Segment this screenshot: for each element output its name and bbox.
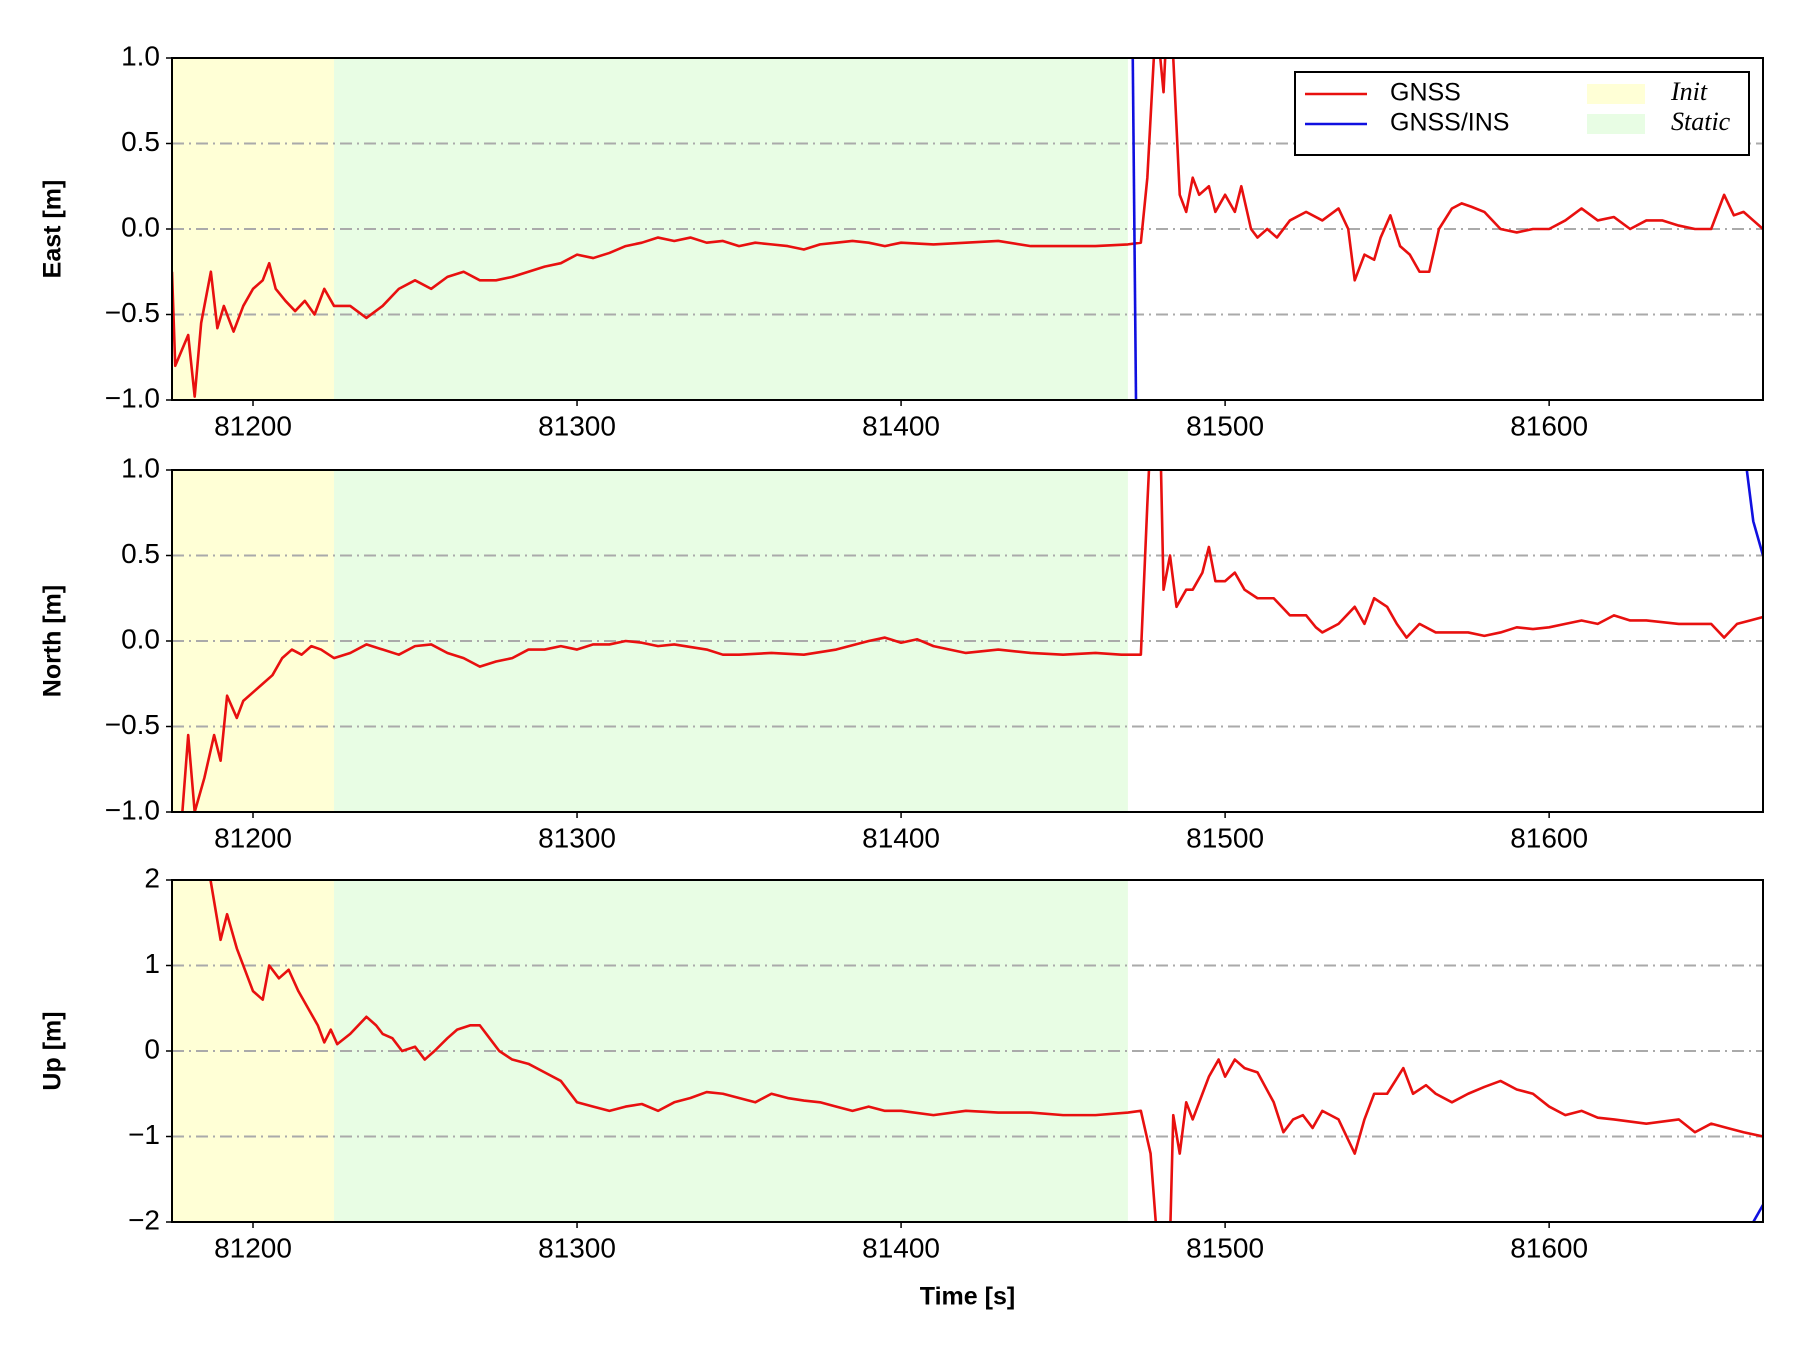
y-tick-label: 0 (144, 1033, 160, 1064)
y-tick-label: −0.5 (105, 297, 160, 328)
legend-patch (1587, 84, 1645, 104)
axes-frame (171, 57, 1764, 401)
y-tick-label: 0.0 (121, 211, 160, 242)
x-tick-label: 81600 (1510, 1232, 1588, 1263)
y-tick-label: 2 (144, 862, 160, 893)
y-tick-label: 1 (144, 948, 160, 979)
y-tick-label: −1 (128, 1119, 160, 1150)
legend-patch (1587, 114, 1645, 134)
plot-area (172, 880, 1763, 1222)
x-tick-label: 81600 (1510, 822, 1588, 853)
x-tick-label: 81300 (538, 822, 616, 853)
data-line (1131, 58, 1138, 400)
data-line (209, 880, 1763, 1222)
data-line (172, 470, 1763, 812)
x-tick-label: 81500 (1186, 410, 1264, 441)
x-tick-label: 81300 (538, 1232, 616, 1263)
y-tick-label: 0.5 (121, 126, 160, 157)
y-axis-label: North [m] (39, 585, 67, 697)
axes-frame (171, 469, 1764, 813)
legend-label: GNSS/INS (1390, 109, 1509, 137)
x-tick-label: 81600 (1510, 410, 1588, 441)
y-tick-label: 0.5 (121, 538, 160, 569)
y-tick-label: 1.0 (121, 40, 160, 71)
y-tick-label: −1.0 (105, 794, 160, 825)
data-line (1752, 1204, 1763, 1222)
y-tick-label: 0.0 (121, 623, 160, 654)
x-tick-label: 81400 (862, 1232, 940, 1263)
legend-box (1294, 71, 1750, 156)
plot-area (172, 470, 1763, 812)
panel: −1.0 −0.5 0.0 0.5 1.0 81200 81300 81400 81500 816… (39, 452, 1764, 853)
x-axis-label: Time [s] (920, 1283, 1015, 1311)
panel: −2 −1 0 1 2 81200 81300 81400 81500 81600 Up [m] Ti… (39, 862, 1764, 1311)
y-tick-label: −2 (128, 1204, 160, 1235)
y-axis-label: East [m] (39, 180, 67, 279)
legend-label: GNSS (1390, 79, 1461, 107)
legend-label: Init (1670, 77, 1708, 106)
y-tick-label: 1.0 (121, 452, 160, 483)
x-tick-label: 81400 (862, 410, 940, 441)
axes-frame (171, 879, 1764, 1223)
data-line (1745, 470, 1763, 556)
data-line (172, 58, 1763, 398)
x-tick-label: 81500 (1186, 822, 1264, 853)
x-tick-label: 81400 (862, 822, 940, 853)
x-tick-label: 81200 (214, 822, 292, 853)
x-tick-label: 81500 (1186, 1232, 1264, 1263)
y-axis-label: Up [m] (39, 1011, 67, 1090)
x-tick-label: 81200 (214, 410, 292, 441)
panel: −1.0 −0.5 0.0 0.5 1.0 81200 81300 81400 81500 816… (39, 40, 1764, 441)
y-tick-label: −0.5 (105, 709, 160, 740)
plot-area (172, 58, 1763, 400)
x-tick-label: 81300 (538, 410, 616, 441)
y-tick-label: −1.0 (105, 382, 160, 413)
x-tick-label: 81200 (214, 1232, 292, 1263)
legend-label: Static (1671, 107, 1731, 136)
